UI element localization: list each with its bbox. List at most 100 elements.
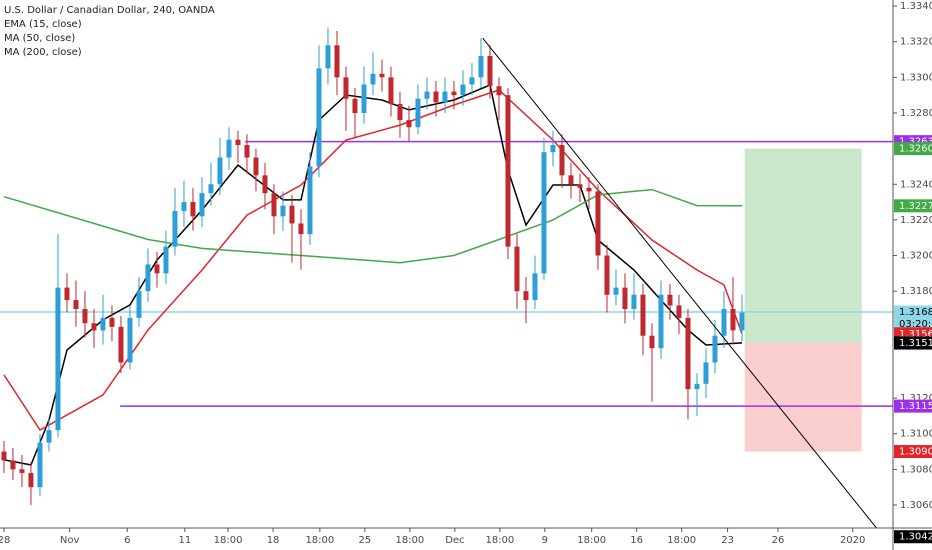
candle-body	[568, 175, 574, 185]
candle-body	[82, 308, 88, 324]
candle-body	[604, 255, 610, 295]
x-tick-label: 11	[178, 535, 191, 546]
x-tick-label: 18:00	[667, 535, 696, 546]
candle-body	[442, 91, 448, 103]
candle-body	[46, 430, 52, 443]
candle-body	[361, 84, 367, 113]
candle-body	[469, 77, 475, 85]
candle-body	[19, 469, 25, 473]
candle-body	[694, 383, 700, 390]
candle-body	[559, 145, 565, 176]
legend: U.S. Dollar / Canadian Dollar, 240, OAND…	[4, 5, 215, 58]
candle-body	[379, 73, 385, 78]
candle-body	[325, 45, 331, 69]
y-tick-label: 1.32200	[900, 215, 932, 226]
candle-body	[451, 91, 457, 96]
candle-body	[262, 175, 268, 194]
candle-body	[1, 451, 7, 461]
x-tick-label: Dec	[445, 535, 464, 546]
chart-title: U.S. Dollar / Canadian Dollar, 240, OAND…	[4, 5, 215, 16]
candle-body	[595, 191, 601, 256]
x-tick-label: 6	[124, 535, 130, 546]
candle-body	[478, 55, 484, 78]
trendline	[482, 37, 878, 528]
candle-body	[235, 139, 241, 146]
x-tick-label: 18:00	[214, 535, 243, 546]
candle-body	[721, 308, 727, 336]
x-tick-label: 18	[267, 535, 280, 546]
y-tick-label: 1.33200	[900, 37, 932, 48]
x-tick-label: 26	[772, 535, 785, 546]
price-label-box	[894, 336, 932, 350]
y-tick-label: 1.32400	[900, 179, 932, 190]
candle-body	[541, 152, 547, 274]
x-tick-label: 23	[721, 535, 734, 546]
price-label: 1.31510	[899, 338, 932, 349]
candle-body	[496, 86, 502, 96]
price-label: 1.32279	[899, 201, 932, 212]
y-tick-label: 1.30800	[900, 464, 932, 475]
candle-body	[55, 287, 61, 431]
candle-body	[316, 68, 322, 167]
position-target-zone	[744, 148, 862, 343]
plot-area	[0, 27, 893, 528]
candle-body	[676, 305, 682, 318]
candle-body	[703, 362, 709, 384]
price-label-box	[894, 305, 932, 332]
candle-body	[550, 145, 556, 153]
candle-body	[136, 291, 142, 318]
price-label-box	[894, 199, 932, 213]
candle-body	[739, 312, 745, 331]
candle-body	[217, 157, 223, 185]
y-tick-label: 1.31800	[900, 286, 932, 297]
candle-body	[730, 308, 736, 331]
x-tick-label: 9	[542, 535, 548, 546]
legend-entry: EMA (15, close)	[4, 19, 82, 30]
candle-body	[505, 95, 511, 247]
candle-body	[586, 187, 592, 192]
x-tick-label: 18:00	[305, 535, 334, 546]
candle-body	[244, 145, 250, 158]
candle-body	[487, 55, 493, 87]
candle-body	[91, 323, 97, 331]
candle-body	[298, 223, 304, 235]
candle-body	[712, 335, 718, 363]
x-tick-label: 18:00	[485, 535, 514, 546]
price-label: 1.30900	[899, 447, 932, 458]
candle-body	[199, 193, 205, 217]
price-label-box	[894, 530, 932, 544]
candle-body	[406, 120, 412, 128]
price-label-box	[894, 445, 932, 459]
candle-body	[667, 294, 673, 306]
candle-body	[208, 184, 214, 194]
candle-body	[631, 294, 637, 309]
candle-body	[532, 273, 538, 301]
candle-body	[424, 91, 430, 99]
candle-body	[388, 77, 394, 105]
candle-body	[523, 291, 529, 301]
candle-body	[109, 317, 115, 327]
candle-body	[253, 157, 259, 176]
x-tick-label: Nov	[60, 535, 80, 546]
legend-entry: MA (50, close)	[4, 33, 75, 44]
candle-body	[280, 205, 286, 217]
legend-entry: MA (200, close)	[4, 47, 82, 58]
candle-body	[118, 326, 124, 363]
candle-body	[73, 300, 79, 309]
candle-body	[145, 264, 151, 292]
candle-body	[37, 442, 43, 488]
candle-body	[226, 139, 232, 158]
candle-body	[163, 246, 169, 274]
y-tick-label: 1.30600	[900, 500, 932, 511]
y-tick-label: 1.33400	[900, 1, 932, 12]
candle-body	[649, 335, 655, 349]
candle-body	[433, 91, 439, 103]
candle-body	[415, 98, 421, 128]
price-label-box	[894, 142, 932, 156]
candle-body	[514, 246, 520, 292]
candle-body	[352, 98, 358, 113]
candle-body	[613, 287, 619, 295]
